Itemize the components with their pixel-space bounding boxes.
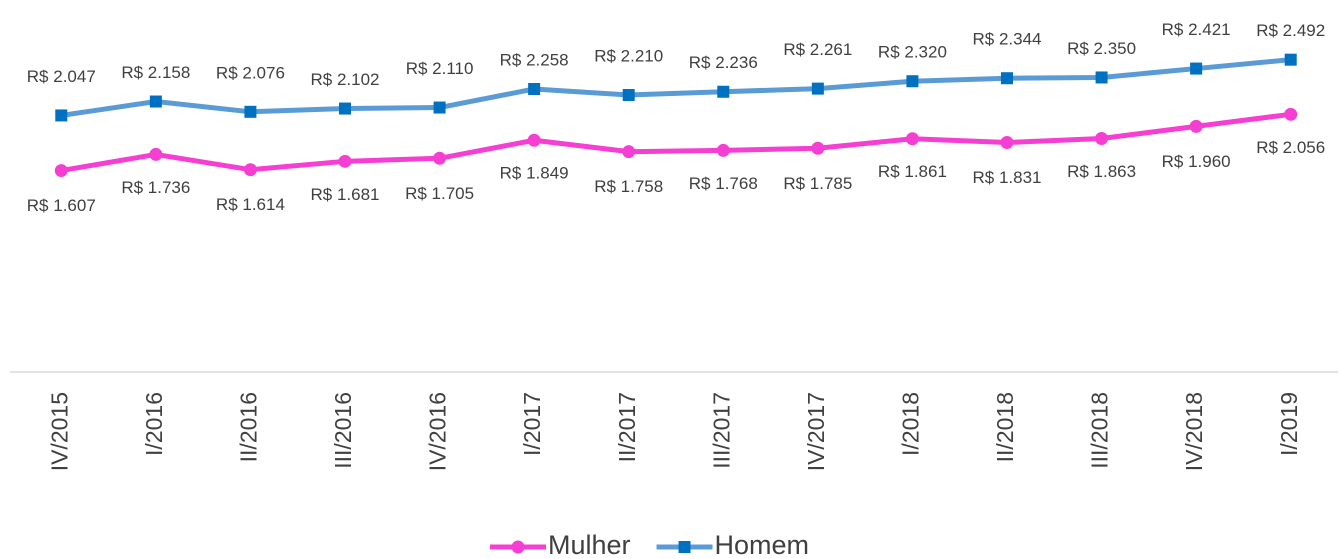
value-label: R$ 1.705: [405, 184, 474, 203]
value-label: R$ 2.492: [1256, 21, 1325, 40]
x-tick-label: I/2019: [1276, 392, 1302, 456]
value-label: R$ 2.344: [973, 30, 1042, 49]
value-label: R$ 2.047: [27, 67, 96, 86]
value-label: R$ 1.863: [1067, 162, 1136, 181]
value-label: R$ 1.758: [594, 177, 663, 196]
marker: [622, 89, 635, 102]
legend-marker: [511, 540, 525, 554]
marker: [1000, 136, 1014, 150]
value-label: R$ 1.831: [973, 168, 1042, 187]
value-label: R$ 2.210: [594, 46, 663, 65]
line: [60, 57, 1291, 118]
marker: [1189, 119, 1203, 133]
marker: [1095, 132, 1109, 146]
value-label: R$ 2.261: [783, 40, 852, 59]
legend-label: Homem: [715, 530, 810, 559]
value-label: R$ 2.236: [689, 53, 758, 72]
x-tick-label: IV/2018: [1181, 392, 1207, 471]
value-label: R$ 2.421: [1162, 20, 1231, 39]
value-label: R$ 2.158: [121, 63, 190, 82]
value-label: R$ 1.785: [783, 174, 852, 193]
value-label: R$ 1.960: [1162, 152, 1231, 171]
x-tick-label: IV/2015: [46, 392, 72, 471]
value-label: R$ 1.681: [311, 185, 380, 204]
marker: [527, 133, 541, 147]
value-label: R$ 1.736: [121, 178, 190, 197]
x-tick-label: II/2018: [992, 392, 1018, 462]
line: [60, 111, 1292, 174]
x-tick-label: II/2017: [614, 392, 640, 462]
x-tick-label: III/2018: [1087, 392, 1113, 469]
marker: [54, 164, 68, 178]
marker: [717, 85, 730, 98]
marker: [1284, 53, 1297, 66]
marker: [811, 82, 824, 95]
value-label: R$ 2.258: [500, 50, 569, 69]
marker: [1190, 62, 1203, 75]
value-label: R$ 2.320: [878, 43, 947, 62]
value-label: R$ 1.861: [878, 162, 947, 181]
marker: [716, 143, 730, 157]
marker: [433, 151, 447, 165]
value-label: R$ 2.102: [311, 70, 380, 89]
value-label: R$ 2.350: [1067, 39, 1136, 58]
marker: [55, 109, 68, 122]
marker: [1001, 72, 1013, 85]
value-label: R$ 1.614: [216, 195, 285, 214]
value-label: R$ 1.607: [27, 196, 96, 215]
marker: [811, 141, 825, 155]
marker: [1284, 107, 1298, 121]
marker: [528, 82, 541, 95]
x-tick-label: I/2016: [141, 392, 167, 456]
x-tick-label: I/2018: [898, 392, 924, 456]
marker: [149, 95, 162, 108]
value-label: R$ 2.110: [406, 59, 474, 78]
marker: [243, 163, 257, 177]
marker: [244, 105, 257, 118]
marker: [906, 75, 919, 88]
marker: [433, 101, 446, 114]
x-tick-label: III/2016: [330, 392, 356, 469]
value-label: R$ 2.056: [1256, 138, 1325, 157]
marker: [149, 147, 163, 161]
x-tick-label: IV/2016: [425, 392, 451, 471]
x-tick-label: IV/2017: [803, 392, 829, 471]
x-tick-label: III/2017: [708, 392, 734, 469]
marker: [622, 145, 636, 159]
x-tick-label: I/2017: [519, 392, 545, 456]
marker: [1095, 71, 1108, 84]
value-label: R$ 2.076: [216, 63, 285, 82]
marker: [339, 102, 351, 115]
marker: [905, 132, 919, 146]
legend-label: Mulher: [548, 530, 631, 559]
value-label: R$ 1.849: [500, 164, 569, 183]
legend-marker: [678, 541, 691, 553]
x-tick-label: II/2016: [236, 392, 262, 462]
marker: [338, 154, 352, 168]
value-label: R$ 1.768: [689, 174, 758, 193]
